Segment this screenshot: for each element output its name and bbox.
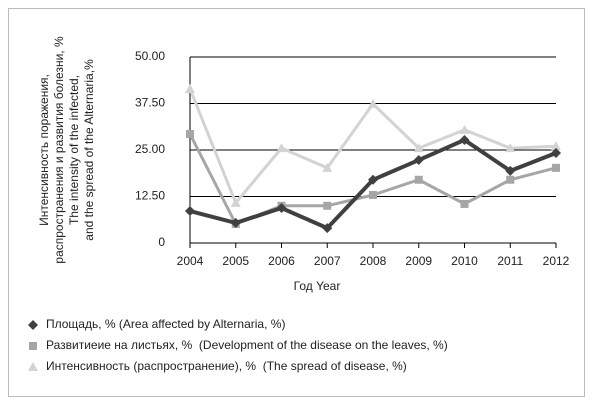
y-axis-label: The intensity of the infected, <box>67 75 81 225</box>
marker <box>505 165 516 176</box>
x-axis-label: Год Year <box>294 279 341 293</box>
marker <box>414 175 423 184</box>
marker <box>230 217 241 228</box>
y-tick-label: 25.00 <box>135 142 165 156</box>
x-tick-label: 2009 <box>405 254 432 268</box>
marker <box>186 130 194 139</box>
marker <box>276 203 287 214</box>
marker <box>185 83 195 93</box>
marker <box>505 143 516 153</box>
x-tick-label: 2007 <box>314 254 341 268</box>
legend-label: Площадь, % (Area affected by Alternaria,… <box>46 317 285 331</box>
marker <box>459 124 470 134</box>
marker <box>368 98 378 108</box>
marker <box>413 143 424 153</box>
x-tick-label: 2011 <box>497 254 523 268</box>
y-axis-label: распространения и развития болезни, % <box>52 36 66 264</box>
y-tick-label: 0 <box>158 235 165 249</box>
x-tick-label: 2008 <box>360 254 387 268</box>
marker <box>369 191 377 200</box>
marker <box>230 197 241 207</box>
marker <box>323 201 332 210</box>
x-tick-label: 2005 <box>222 254 249 268</box>
marker <box>322 162 333 172</box>
x-tick-label: 2012 <box>543 254 570 268</box>
marker <box>552 163 560 172</box>
x-tick-label: 2010 <box>451 254 478 268</box>
frame <box>8 8 585 397</box>
y-tick-label: 50.00 <box>135 49 165 63</box>
y-axis-label: and the spread of the Alternaria,% <box>82 59 96 241</box>
y-axis-label: Интенсивность поражения, <box>37 74 51 226</box>
marker <box>551 141 561 151</box>
marker <box>185 206 195 217</box>
y-tick-label: 37.50 <box>135 96 165 110</box>
marker <box>322 223 333 234</box>
marker <box>551 147 561 158</box>
marker <box>460 199 469 208</box>
legend-label: Развитиеие на листьях, % (Development of… <box>46 338 448 352</box>
marker <box>28 320 38 330</box>
x-tick-label: 2006 <box>268 254 295 268</box>
x-tick-label: 2004 <box>177 254 204 268</box>
marker <box>506 175 515 184</box>
marker <box>413 155 424 166</box>
legend-label: Интенсивность (распространение), % (The … <box>46 359 407 373</box>
marker <box>28 362 38 371</box>
marker <box>276 143 287 153</box>
marker <box>459 134 470 145</box>
marker <box>29 342 37 350</box>
marker <box>368 174 378 185</box>
y-tick-label: 12.50 <box>135 189 165 203</box>
